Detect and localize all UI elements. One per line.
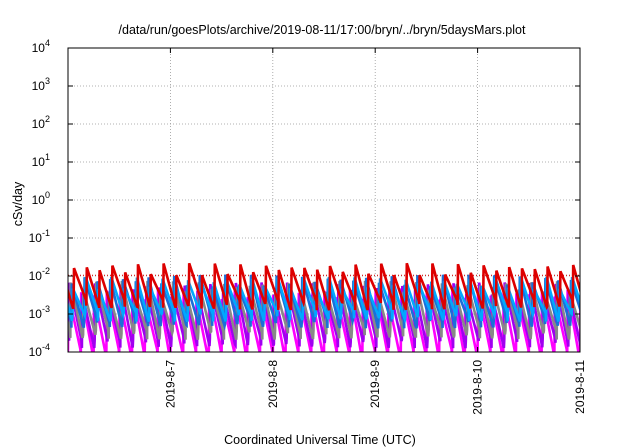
y-tick-label: 101 bbox=[32, 152, 50, 169]
y-tick-label: 102 bbox=[32, 114, 50, 131]
y-tick-label: 10-2 bbox=[29, 266, 50, 283]
series-line bbox=[68, 280, 580, 341]
x-axis-label: Coordinated Universal Time (UTC) bbox=[224, 433, 416, 447]
y-tick-base: 10 bbox=[29, 231, 43, 245]
x-tick-label: 2019-8-11 bbox=[573, 360, 587, 414]
y-tick-base: 10 bbox=[32, 155, 46, 169]
y-tick-base: 10 bbox=[32, 79, 46, 93]
y-tick-exponent: -2 bbox=[42, 266, 50, 276]
y-tick-base: 10 bbox=[29, 307, 43, 321]
y-tick-label: 10-4 bbox=[29, 342, 50, 359]
series-line bbox=[68, 274, 580, 331]
x-tick-label: 2019-8-7 bbox=[163, 360, 177, 408]
y-tick-exponent: 4 bbox=[45, 38, 50, 48]
y-tick-exponent: 0 bbox=[45, 190, 50, 200]
series-group bbox=[68, 262, 580, 352]
y-tick-exponent: 3 bbox=[45, 76, 50, 86]
y-tick-label: 10-1 bbox=[29, 228, 50, 245]
y-tick-label: 104 bbox=[32, 38, 50, 55]
series-line bbox=[68, 276, 580, 325]
y-tick-base: 10 bbox=[32, 117, 46, 131]
series-line bbox=[68, 288, 580, 352]
x-tick-label: 2019-8-8 bbox=[266, 360, 280, 408]
plot-frame bbox=[67, 47, 581, 353]
y-tick-base: 10 bbox=[29, 345, 43, 359]
axes bbox=[67, 47, 581, 353]
y-tick-exponent: 1 bbox=[45, 152, 50, 162]
x-tick-label: 2019-8-9 bbox=[368, 360, 382, 408]
series-line bbox=[68, 282, 580, 350]
x-tick-label: 2019-8-10 bbox=[471, 360, 485, 415]
y-tick-exponent: -4 bbox=[42, 342, 50, 352]
chart-title: /data/run/goesPlots/archive/2019-08-11/1… bbox=[119, 23, 526, 37]
series-line bbox=[68, 262, 580, 311]
tick-labels: 2019-8-7 2019-8-8 2019-8-9 2019-8-10 2019-8-… bbox=[29, 38, 587, 415]
y-tick-exponent: -1 bbox=[42, 228, 50, 238]
y-tick-label: 103 bbox=[32, 76, 50, 93]
y-axis-label: cSv/day bbox=[11, 181, 25, 226]
y-tick-base: 10 bbox=[29, 269, 43, 283]
y-tick-exponent: -3 bbox=[42, 304, 50, 314]
y-tick-label: 10-3 bbox=[29, 304, 50, 321]
y-tick-base: 10 bbox=[32, 41, 46, 55]
y-tick-exponent: 2 bbox=[45, 114, 50, 124]
y-tick-base: 10 bbox=[32, 193, 46, 207]
y-tick-label: 100 bbox=[32, 190, 50, 207]
